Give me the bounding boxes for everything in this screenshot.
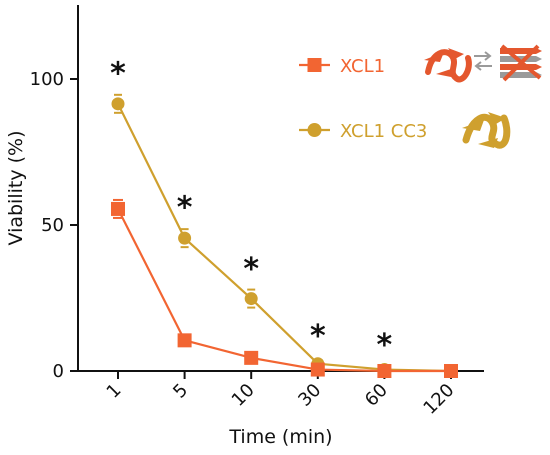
ribbon (462, 114, 511, 149)
axes (77, 5, 484, 372)
protein-structure-icon (462, 112, 511, 149)
y-tick-label: 50 (41, 215, 64, 236)
series-line (117, 208, 451, 373)
x-tick-label: 10 (228, 380, 259, 411)
arrow-right-icon (474, 51, 492, 61)
x-tick-label: 120 (419, 380, 458, 419)
data-point (111, 97, 125, 111)
y-tick-label: 0 (53, 361, 64, 382)
data-point (177, 333, 192, 348)
x-tick-label: 5 (169, 380, 192, 403)
ribbon (425, 49, 472, 83)
x-tick-label: 30 (294, 380, 325, 411)
legend-label: XCL1 (340, 56, 385, 77)
significance-marker: * (177, 191, 193, 226)
x-axis-title: Time (min) (228, 426, 332, 448)
data-point (178, 231, 192, 245)
significance-marker: * (310, 319, 326, 354)
legend-item: XCL1 CC3 (299, 121, 427, 142)
series-layer (111, 93, 458, 378)
ribbon (500, 44, 542, 82)
beta-strand (500, 56, 542, 62)
data-point (244, 292, 258, 306)
x-ticks: 1 5 10 30 60 120 (103, 371, 459, 419)
x-tick-label: 60 (361, 380, 392, 411)
ribbon (424, 48, 464, 77)
legend: XCL1 XCL1 CC3 (299, 44, 542, 149)
series-line (117, 103, 452, 373)
data-point (111, 201, 125, 216)
significance-marker: * (110, 56, 126, 91)
y-axis-title: Viability (%) (5, 130, 27, 245)
x-tick-label: 1 (103, 380, 126, 403)
arrow-left-icon (474, 61, 492, 71)
legend-marker (307, 58, 322, 72)
legend-label: XCL1 CC3 (340, 121, 427, 142)
data-point (310, 362, 325, 377)
data-point (377, 364, 392, 378)
annotations: * * * * * (110, 56, 392, 363)
data-point (244, 350, 259, 365)
protein-fold-switch-icon (424, 44, 542, 83)
y-tick-label: 100 (30, 69, 64, 90)
significance-marker: * (377, 328, 393, 363)
significance-marker: * (243, 252, 259, 287)
ribbon (462, 112, 506, 148)
series-xcl1 (111, 198, 458, 378)
legend-item: XCL1 (299, 56, 385, 77)
data-point (444, 364, 458, 378)
legend-marker (307, 123, 322, 137)
y-ticks: 0 50 100 (30, 69, 78, 382)
